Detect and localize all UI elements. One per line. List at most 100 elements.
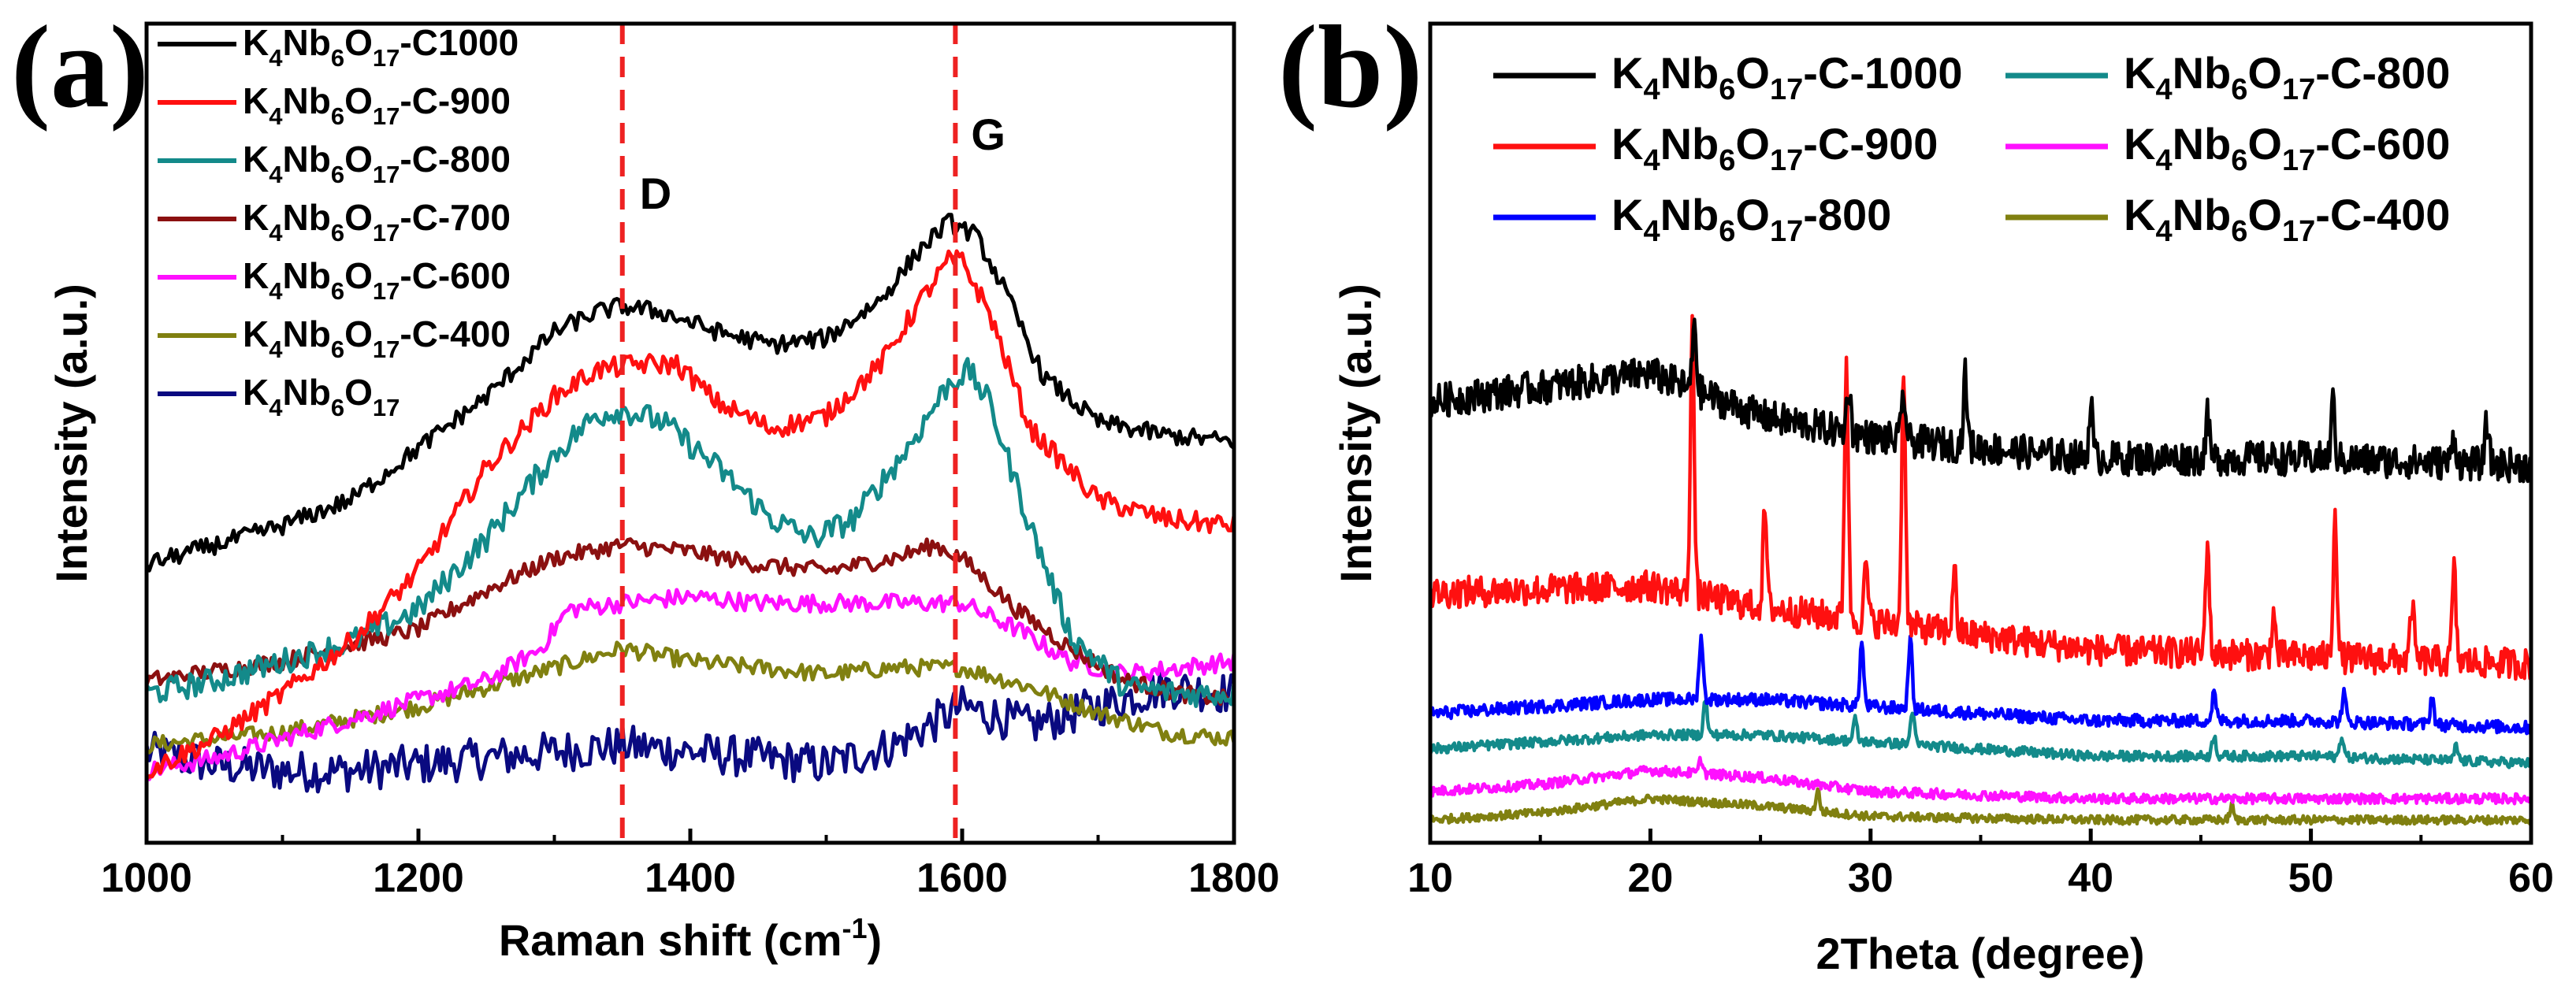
legend-label-part: O [1735, 119, 1770, 169]
legend-label-subscript: 4 [1643, 215, 1660, 248]
legend-label-subscript: 17 [2282, 73, 2315, 106]
panel-b-plot-area [1428, 313, 2533, 826]
legend-label-subscript: 6 [331, 219, 344, 247]
panel-b-x-ticks: 10 20 30 40 50 60 [1407, 829, 2554, 901]
legend-label-subscript: 4 [269, 102, 283, 130]
legend-label: K4Nb6O17-C-900 [1611, 119, 1938, 177]
legend-label-subscript: 6 [2231, 144, 2247, 177]
legend-label: K4Nb6O17-C-400 [243, 313, 511, 363]
legend-label-part: K [243, 139, 269, 180]
legend-label-part: O [344, 139, 373, 180]
legend-label-subscript: 6 [331, 277, 344, 305]
legend-label-part: -C-800 [400, 139, 511, 180]
legend-label: K4Nb6O17-C-700 [243, 197, 511, 247]
legend-label-subscript: 4 [2155, 144, 2172, 177]
legend-label: K4Nb6O17-C1000 [243, 22, 519, 72]
peak-label-G: G [971, 109, 1005, 159]
legend-label-part: Nb [2173, 190, 2232, 239]
legend-label-part: K [243, 313, 269, 354]
legend-label-subscript: 6 [2231, 73, 2247, 106]
legend-label-part: K [1611, 119, 1643, 169]
x-tick-label: 1400 [645, 855, 736, 901]
series-line-3 [1429, 699, 2533, 770]
legend-label-part: K [1611, 48, 1643, 98]
legend-label-part: Nb [2173, 119, 2232, 169]
legend-label-part: -C1000 [400, 22, 519, 63]
x-tick-label: 30 [1848, 855, 1894, 901]
legend-label-part: O [1735, 48, 1770, 98]
legend-label-part: -C-900 [400, 80, 511, 121]
legend-label-part: Nb [282, 255, 330, 296]
legend-label-subscript: 17 [2282, 215, 2315, 248]
legend-label-subscript: 4 [1643, 144, 1660, 177]
panel-a-plot-area: DG [144, 24, 1236, 843]
legend-label-part: Nb [2173, 48, 2232, 98]
legend-label-part: O [2247, 119, 2282, 169]
legend-label-subscript: 17 [373, 102, 400, 130]
x-tick-label: 1200 [373, 855, 464, 901]
legend-label-part: -800 [1803, 190, 1891, 239]
peak-label-D: D [640, 169, 671, 218]
legend-label: K4Nb6O17-C-600 [243, 255, 511, 305]
legend-label: K4Nb6O17-C-1000 [1611, 48, 1963, 106]
legend-label-subscript: 17 [373, 277, 400, 305]
legend-label-subscript: 6 [2231, 215, 2247, 248]
x-tick-label: 40 [2068, 855, 2113, 901]
legend-label-part: O [2247, 48, 2282, 98]
legend-label-subscript: 4 [1643, 73, 1660, 106]
legend-label-part: Nb [282, 313, 330, 354]
panel-a-x-label-sup: -1 [842, 912, 867, 944]
x-tick-label: 1600 [916, 855, 1008, 901]
legend-label: K4Nb6O17-C-900 [243, 80, 511, 130]
panel-a-letter: (a) [11, 2, 149, 132]
legend-label-subscript: 6 [1719, 144, 1735, 177]
legend-label: K4Nb6O17-C-800 [243, 139, 511, 188]
legend-label-part: K [243, 22, 269, 63]
legend-label-subscript: 17 [373, 219, 400, 247]
legend-label: K4Nb6O17-800 [1611, 190, 1891, 248]
x-tick-label: 20 [1627, 855, 1673, 901]
legend-label-subscript: 17 [373, 44, 400, 72]
legend-label-subscript: 17 [373, 394, 400, 421]
legend-label-part: Nb [282, 139, 330, 180]
legend-label-part: Nb [1660, 190, 1719, 239]
legend-label-part: K [243, 197, 269, 238]
legend-label-subscript: 4 [269, 336, 283, 363]
series-line-1 [1428, 313, 2533, 681]
legend-label-part: -C-600 [400, 255, 511, 296]
legend-label-part: -C-600 [2315, 119, 2450, 169]
legend-label-part: Nb [282, 372, 330, 413]
legend-label-subscript: 4 [269, 161, 283, 188]
x-tick-label: 10 [1407, 855, 1453, 901]
panel-a-y-axis-label: Intensity (a.u.) [46, 284, 96, 583]
series-line-0 [1428, 317, 2533, 484]
legend-label-subscript: 6 [331, 44, 344, 72]
panel-b-letter: (b) [1278, 2, 1422, 132]
legend-label-part: Nb [1660, 48, 1719, 98]
legend-label-subscript: 17 [373, 336, 400, 363]
legend-label-part: K [243, 80, 269, 121]
x-tick-label: 1800 [1188, 855, 1280, 901]
legend-label-subscript: 6 [1719, 73, 1735, 106]
panel-b-x-axis-label: 2Theta (degree) [1816, 929, 2145, 978]
legend-label-part: O [1735, 190, 1770, 239]
legend-label-part: -C-700 [400, 197, 511, 238]
legend-label-part: -C-400 [2315, 190, 2450, 239]
legend-label-part: O [344, 255, 373, 296]
series-line-4 [1428, 755, 2532, 806]
panel-a-x-label-main: Raman shift (cm [499, 915, 842, 965]
legend-label-subscript: 4 [2155, 215, 2172, 248]
legend-label-subscript: 17 [373, 161, 400, 188]
panel-a-x-label-end: ) [868, 915, 883, 965]
legend-label-part: -C-400 [400, 313, 511, 354]
legend-label-subscript: 6 [331, 161, 344, 188]
legend-label-part: O [344, 80, 373, 121]
x-tick-label: 1000 [101, 855, 192, 901]
legend-label-subscript: 4 [2155, 73, 2172, 106]
series-line-5 [1428, 787, 2533, 826]
legend-label: K4Nb6O17-C-400 [2124, 190, 2450, 248]
legend-label-part: Nb [282, 22, 330, 63]
x-tick-label: 50 [2288, 855, 2334, 901]
legend-label-part: -C-1000 [1803, 48, 1962, 98]
